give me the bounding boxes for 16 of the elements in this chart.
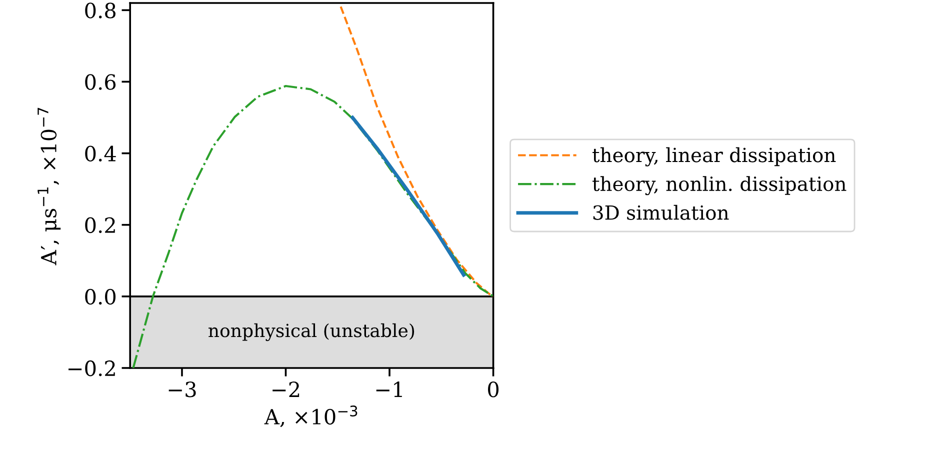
legend-label: theory, linear dissipation: [592, 147, 836, 166]
y-tick-label: 0.0: [85, 288, 116, 305]
y-tick-label: 0.2: [85, 217, 115, 234]
legend-label: theory, nonlin. dissipation: [592, 176, 846, 196]
x-tick-label: −1: [376, 382, 402, 398]
x-axis-title: A, ×10$^{−3}$: [264, 405, 358, 428]
legend-label: 3D simulation: [593, 204, 729, 220]
y-tick-label: 0.6: [85, 74, 116, 90]
y-tick-label: 0.4: [85, 146, 116, 162]
y-tick-label: 0.8: [85, 2, 116, 18]
y-axis-title: A′, μs$^{−1}$, ×10$^{−7}$: [38, 108, 61, 266]
x-tick-label: 0: [488, 382, 499, 398]
x-tick-label: −2: [272, 382, 300, 398]
x-tick-label: −3: [168, 382, 196, 398]
band-label: nonphysical (unstable): [208, 323, 414, 342]
y-tick-label: −0.2: [68, 360, 115, 376]
